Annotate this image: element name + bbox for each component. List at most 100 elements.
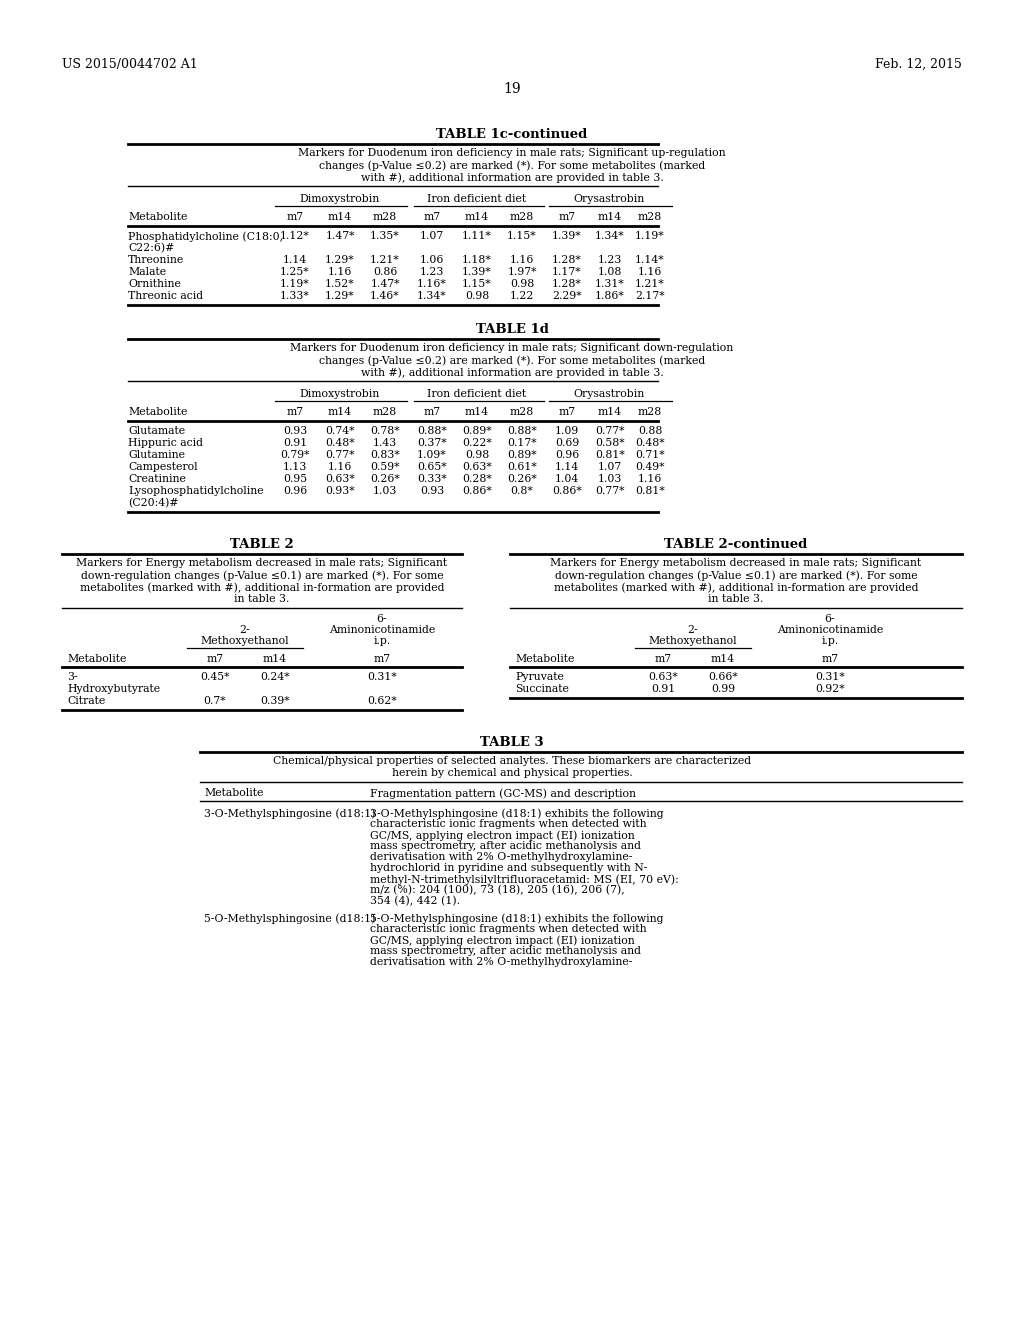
Text: m28: m28 <box>510 407 535 417</box>
Text: 1.07: 1.07 <box>420 231 444 242</box>
Text: i.p.: i.p. <box>821 636 839 645</box>
Text: US 2015/0044702 A1: US 2015/0044702 A1 <box>62 58 198 71</box>
Text: m14: m14 <box>598 213 622 222</box>
Text: m7: m7 <box>821 653 839 664</box>
Text: 1.43: 1.43 <box>373 438 397 447</box>
Text: m28: m28 <box>373 407 397 417</box>
Text: Dimoxystrobin: Dimoxystrobin <box>300 389 380 399</box>
Text: 1.17*: 1.17* <box>552 267 582 277</box>
Text: 1.11*: 1.11* <box>462 231 492 242</box>
Text: 0.98: 0.98 <box>465 290 489 301</box>
Text: 0.86*: 0.86* <box>462 486 492 496</box>
Text: m14: m14 <box>598 407 622 417</box>
Text: 1.09*: 1.09* <box>417 450 446 459</box>
Text: m28: m28 <box>638 407 663 417</box>
Text: 2-: 2- <box>240 624 250 635</box>
Text: 0.48*: 0.48* <box>326 438 354 447</box>
Text: Lysophosphatidylcholine: Lysophosphatidylcholine <box>128 486 263 496</box>
Text: 0.92*: 0.92* <box>815 684 845 694</box>
Text: Markers for Duodenum iron deficiency in male rats; Significant down-regulation: Markers for Duodenum iron deficiency in … <box>291 343 733 352</box>
Text: Metabolite: Metabolite <box>515 653 574 664</box>
Text: 1.39*: 1.39* <box>552 231 582 242</box>
Text: 0.28*: 0.28* <box>462 474 492 484</box>
Text: 0.63*: 0.63* <box>326 474 355 484</box>
Text: m14: m14 <box>328 407 352 417</box>
Text: 1.16: 1.16 <box>510 255 535 265</box>
Text: changes (p-Value ≤0.2) are marked (*). For some metabolites (marked: changes (p-Value ≤0.2) are marked (*). F… <box>318 355 706 366</box>
Text: 0.93*: 0.93* <box>326 486 354 496</box>
Text: 1.06: 1.06 <box>420 255 444 265</box>
Text: 0.91: 0.91 <box>651 684 675 694</box>
Text: 1.14: 1.14 <box>283 255 307 265</box>
Text: 1.08: 1.08 <box>598 267 623 277</box>
Text: 0.86*: 0.86* <box>552 486 582 496</box>
Text: 1.18*: 1.18* <box>462 255 492 265</box>
Text: 0.58*: 0.58* <box>595 438 625 447</box>
Text: 1.25*: 1.25* <box>281 267 310 277</box>
Text: 2.17*: 2.17* <box>635 290 665 301</box>
Text: C22:6)#: C22:6)# <box>128 243 174 253</box>
Text: 0.33*: 0.33* <box>417 474 446 484</box>
Text: Orysastrobin: Orysastrobin <box>572 389 644 399</box>
Text: TABLE 2: TABLE 2 <box>230 539 294 550</box>
Text: 2.29*: 2.29* <box>552 290 582 301</box>
Text: 1.29*: 1.29* <box>326 290 354 301</box>
Text: 0.26*: 0.26* <box>370 474 400 484</box>
Text: 1.52*: 1.52* <box>326 279 354 289</box>
Text: 1.16: 1.16 <box>328 462 352 473</box>
Text: m14: m14 <box>465 407 489 417</box>
Text: 0.96: 0.96 <box>283 486 307 496</box>
Text: 0.17*: 0.17* <box>507 438 537 447</box>
Text: characteristic ionic fragments when detected with: characteristic ionic fragments when dete… <box>370 818 646 829</box>
Text: Metabolite: Metabolite <box>128 213 187 222</box>
Text: m7: m7 <box>558 213 575 222</box>
Text: 0.66*: 0.66* <box>709 672 738 682</box>
Text: 0.95: 0.95 <box>283 474 307 484</box>
Text: 0.59*: 0.59* <box>371 462 399 473</box>
Text: 1.19*: 1.19* <box>281 279 310 289</box>
Text: 1.16: 1.16 <box>328 267 352 277</box>
Text: mass spectrometry, after acidic methanolysis and: mass spectrometry, after acidic methanol… <box>370 946 641 956</box>
Text: 0.86: 0.86 <box>373 267 397 277</box>
Text: 0.71*: 0.71* <box>635 450 665 459</box>
Text: 1.15*: 1.15* <box>462 279 492 289</box>
Text: GC/MS, applying electron impact (EI) ionization: GC/MS, applying electron impact (EI) ion… <box>370 830 635 841</box>
Text: 0.77*: 0.77* <box>595 426 625 436</box>
Text: 0.37*: 0.37* <box>417 438 446 447</box>
Text: 6-: 6- <box>824 614 836 624</box>
Text: i.p.: i.p. <box>374 636 390 645</box>
Text: m14: m14 <box>465 213 489 222</box>
Text: m28: m28 <box>373 213 397 222</box>
Text: 0.31*: 0.31* <box>368 672 397 682</box>
Text: 0.74*: 0.74* <box>326 426 354 436</box>
Text: with #), additional information are provided in table 3.: with #), additional information are prov… <box>360 172 664 182</box>
Text: 1.16: 1.16 <box>638 267 663 277</box>
Text: (C20:4)#: (C20:4)# <box>128 498 178 508</box>
Text: 0.63*: 0.63* <box>648 672 678 682</box>
Text: 1.21*: 1.21* <box>370 255 400 265</box>
Text: m7: m7 <box>558 407 575 417</box>
Text: Succinate: Succinate <box>515 684 569 694</box>
Text: Dimoxystrobin: Dimoxystrobin <box>300 194 380 205</box>
Text: 0.49*: 0.49* <box>635 462 665 473</box>
Text: 0.79*: 0.79* <box>281 450 309 459</box>
Text: 1.21*: 1.21* <box>635 279 665 289</box>
Text: 0.91: 0.91 <box>283 438 307 447</box>
Text: 1.15*: 1.15* <box>507 231 537 242</box>
Text: 1.28*: 1.28* <box>552 279 582 289</box>
Text: 2-: 2- <box>688 624 698 635</box>
Text: Metabolite: Metabolite <box>67 653 126 664</box>
Text: 0.93: 0.93 <box>420 486 444 496</box>
Text: herein by chemical and physical properties.: herein by chemical and physical properti… <box>391 768 633 777</box>
Text: 1.28*: 1.28* <box>552 255 582 265</box>
Text: 1.31*: 1.31* <box>595 279 625 289</box>
Text: metabolites (marked with #), additional in-formation are provided: metabolites (marked with #), additional … <box>554 582 919 593</box>
Text: m7: m7 <box>424 213 440 222</box>
Text: TABLE 1c-continued: TABLE 1c-continued <box>436 128 588 141</box>
Text: 0.98: 0.98 <box>465 450 489 459</box>
Text: 1.33*: 1.33* <box>281 290 310 301</box>
Text: 0.99: 0.99 <box>711 684 735 694</box>
Text: m7: m7 <box>287 213 303 222</box>
Text: Campesterol: Campesterol <box>128 462 198 473</box>
Text: Hydroxybutyrate: Hydroxybutyrate <box>67 684 160 694</box>
